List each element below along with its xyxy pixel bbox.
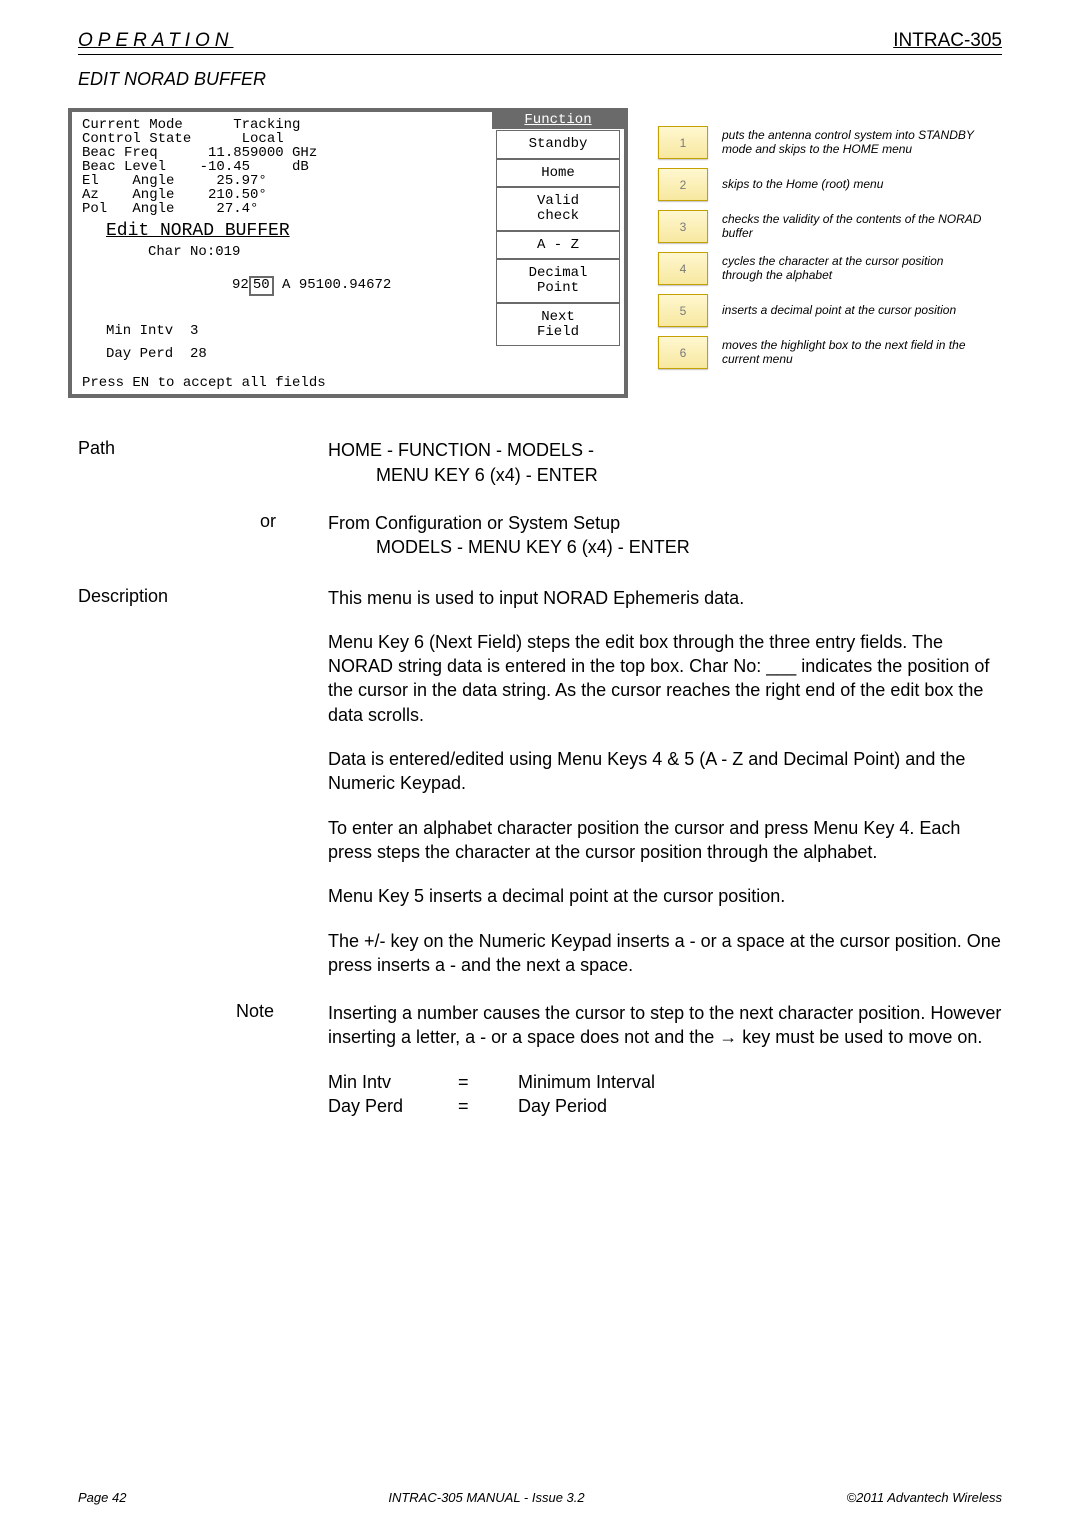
or-row: or From Configuration or System Setup MO…: [78, 511, 1002, 560]
edit-line-post: A 95100.94672: [274, 277, 392, 293]
key-row: 6 moves the highlight box to the next fi…: [658, 336, 982, 369]
key-desc: checks the validity of the contents of t…: [722, 213, 982, 241]
path-alt-sub: MODELS - MENU KEY 6 (x4) - ENTER: [376, 535, 1002, 559]
note-block: Note Inserting a number causes the curso…: [78, 1001, 1002, 1118]
key-num: 2: [680, 178, 687, 192]
kv-row: Day Perd = Day Period: [328, 1094, 1002, 1118]
menu-cell: Home: [496, 159, 620, 188]
key-button: 2: [658, 168, 708, 201]
key-row: 5 inserts a decimal point at the cursor …: [658, 294, 982, 327]
day-perd-line: Day Perd 28: [106, 347, 614, 362]
kv-key: Day Perd: [328, 1094, 458, 1118]
key-num: 1: [680, 136, 687, 150]
path-alt-main: From Configuration or System Setup: [328, 511, 1002, 535]
note-label: Note: [78, 1001, 328, 1118]
path-label: Path: [78, 438, 328, 507]
diagram: Function Standby Home Valid check A - Z …: [68, 108, 1002, 398]
menu-cell: Decimal Point: [496, 259, 620, 302]
description-label: Description: [78, 586, 328, 998]
path-block: Path HOME - FUNCTION - MODELS - MENU KEY…: [78, 438, 1002, 507]
key-num: 6: [680, 346, 687, 360]
kv-val: Minimum Interval: [518, 1070, 655, 1094]
lcd-panel: Function Standby Home Valid check A - Z …: [68, 108, 628, 398]
kv-eq: =: [458, 1070, 518, 1094]
or-label: or: [78, 511, 328, 560]
path-main: HOME - FUNCTION - MODELS -: [328, 438, 1002, 462]
key-button: 3: [658, 210, 708, 243]
key-column: 1 puts the antenna control system into S…: [658, 126, 982, 369]
key-desc: inserts a decimal point at the cursor po…: [722, 304, 956, 318]
kv-key: Min Intv: [328, 1070, 458, 1094]
key-desc: puts the antenna control system into STA…: [722, 129, 982, 157]
footer-center: INTRAC-305 MANUAL - Issue 3.2: [388, 1490, 584, 1505]
section-title: EDIT NORAD BUFFER: [78, 69, 1002, 90]
desc-p3: Data is entered/edited using Menu Keys 4…: [328, 747, 1002, 796]
menu-cell: Next Field: [496, 303, 620, 346]
footer-left: Page 42: [78, 1490, 126, 1505]
desc-p1: This menu is used to input NORAD Ephemer…: [328, 586, 1002, 610]
key-button: 5: [658, 294, 708, 327]
menu-cell: Standby: [496, 130, 620, 159]
description-block: Description This menu is used to input N…: [78, 586, 1002, 998]
page-footer: Page 42 INTRAC-305 MANUAL - Issue 3.2 ©2…: [78, 1490, 1002, 1505]
header-right: INTRAC-305: [893, 30, 1002, 52]
key-desc: moves the highlight box to the next fiel…: [722, 339, 982, 367]
kv-val: Day Period: [518, 1094, 607, 1118]
key-button: 4: [658, 252, 708, 285]
key-num: 4: [680, 262, 687, 276]
edit-line-pre: 92: [224, 277, 249, 293]
kv-row: Min Intv = Minimum Interval: [328, 1070, 1002, 1094]
desc-p5: Menu Key 5 inserts a decimal point at th…: [328, 884, 1002, 908]
key-button: 1: [658, 126, 708, 159]
menu-cells: Standby Home Valid check A - Z Decimal P…: [496, 130, 620, 346]
key-row: 2 skips to the Home (root) menu: [658, 168, 982, 201]
header-left: OPERATION: [78, 30, 234, 52]
desc-p2: Menu Key 6 (Next Field) steps the edit b…: [328, 630, 1002, 727]
desc-p6: The +/- key on the Numeric Keypad insert…: [328, 929, 1002, 978]
key-num: 5: [680, 304, 687, 318]
key-row: 3 checks the validity of the contents of…: [658, 210, 982, 243]
menu-cell: A - Z: [496, 231, 620, 260]
kv-eq: =: [458, 1094, 518, 1118]
footer-right: ©2011 Advantech Wireless: [847, 1490, 1002, 1505]
key-desc: cycles the character at the cursor posit…: [722, 255, 982, 283]
key-row: 4 cycles the character at the cursor pos…: [658, 252, 982, 285]
key-row: 1 puts the antenna control system into S…: [658, 126, 982, 159]
note-text: Inserting a number causes the cursor to …: [328, 1001, 1002, 1050]
page-header: OPERATION INTRAC-305: [78, 30, 1002, 55]
key-desc: skips to the Home (root) menu: [722, 178, 883, 192]
menu-cell: Valid check: [496, 187, 620, 230]
function-header: Function: [492, 112, 624, 129]
key-num: 3: [680, 220, 687, 234]
press-en-line: Press EN to accept all fields: [82, 376, 624, 391]
cursor-box: 50: [249, 276, 274, 295]
desc-p4: To enter an alphabet character position …: [328, 816, 1002, 865]
path-sub: MENU KEY 6 (x4) - ENTER: [376, 463, 1002, 487]
key-button: 6: [658, 336, 708, 369]
